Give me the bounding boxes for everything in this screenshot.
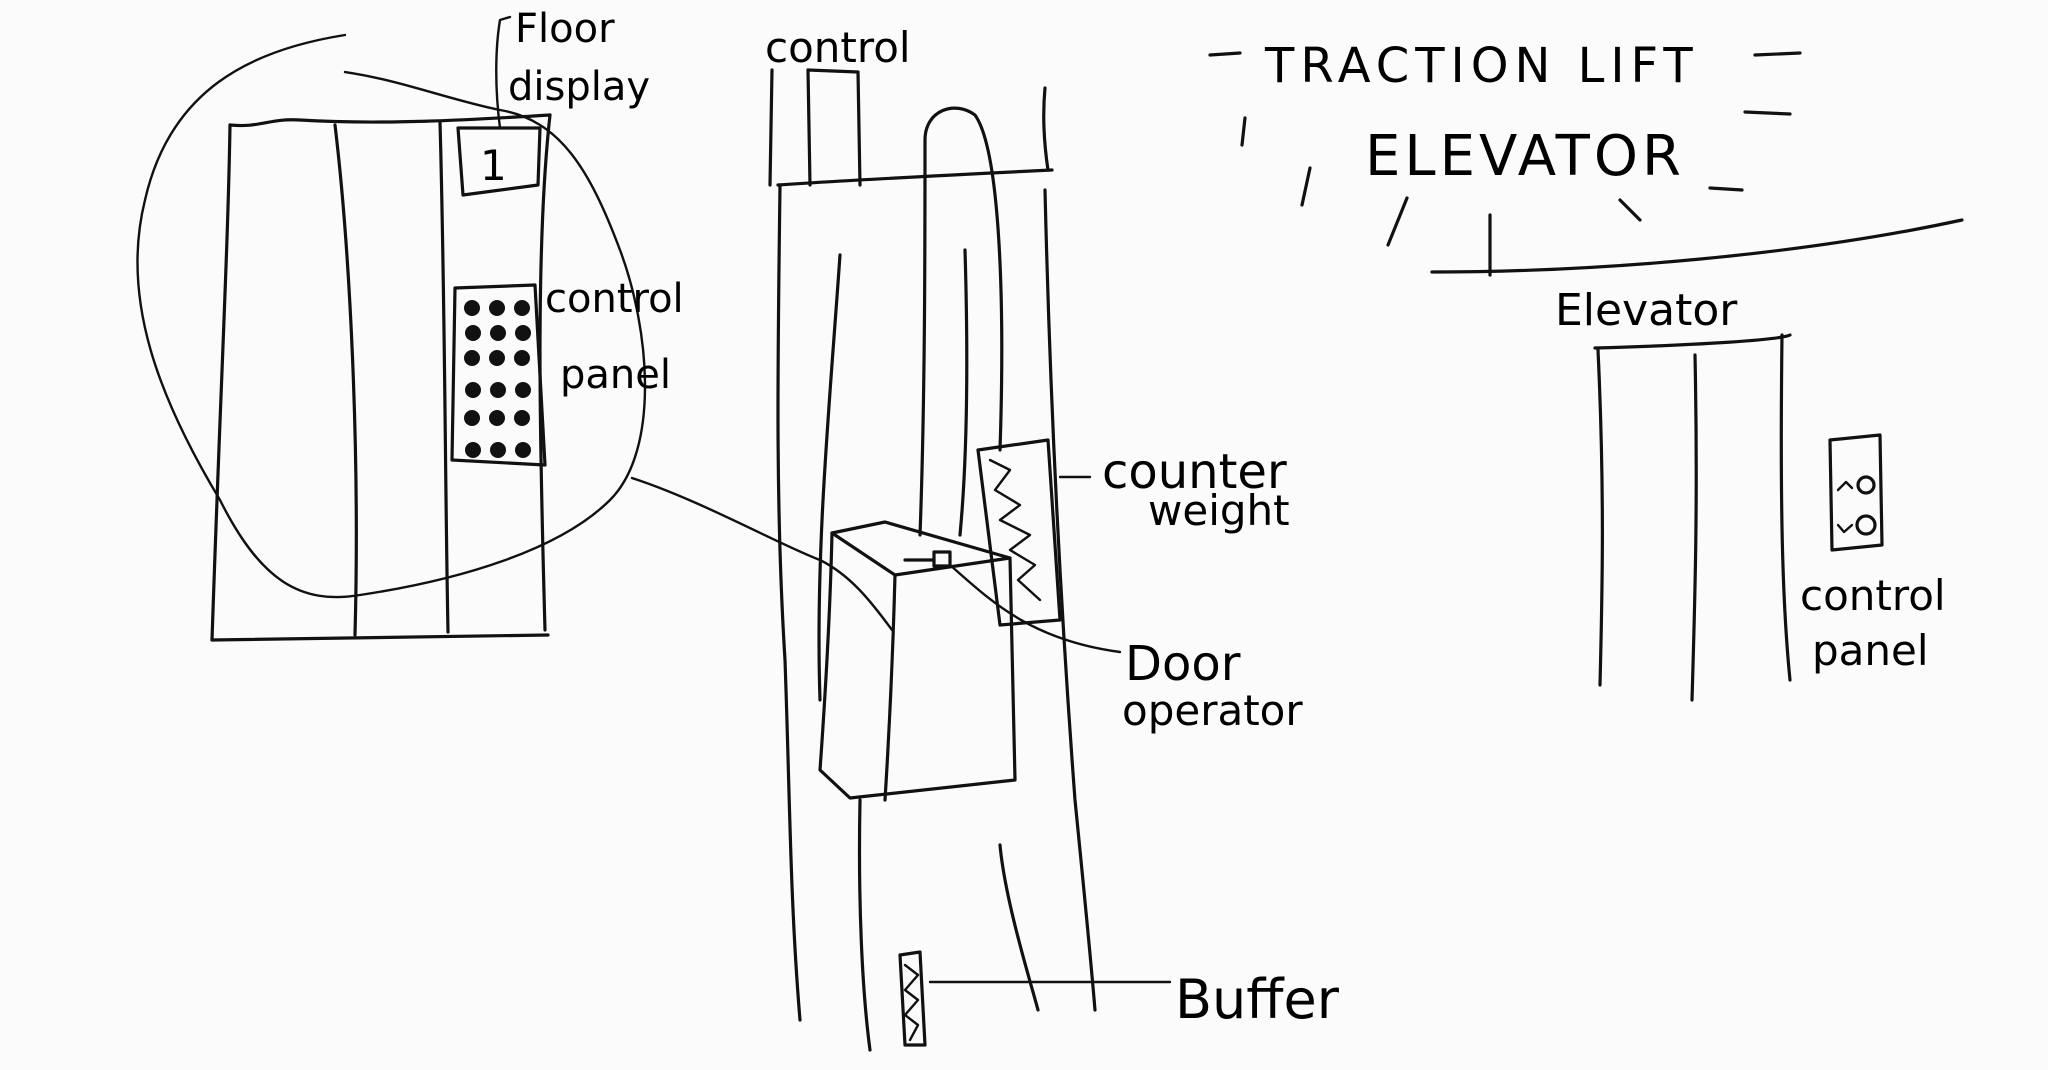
right-door-frame [1593,333,1792,702]
floor-display-value: 1 [480,141,507,190]
counterweight [976,438,1092,627]
hoist-ropes [918,106,1004,537]
shaft-view: control [765,23,1340,1052]
right-control-panel [1828,433,1884,552]
title-line-2: ELEVATOR [1365,124,1685,189]
title-line-1: TRACTION LIFT [1264,38,1699,94]
down-button [1836,514,1877,536]
control-panel-button-dot [514,410,530,426]
up-button [1836,475,1876,495]
control-panel-button-dot [490,442,506,458]
control-panel-button-dot [515,382,531,398]
control-panel-button-dot [490,325,506,341]
control-panel-button-dot [514,300,530,316]
shaft-control-label: control [765,23,911,72]
control-panel-buttons [464,300,531,458]
left-control-panel-label-line-1: control [545,276,684,322]
control-panel-button-dot [465,325,481,341]
control-panel-button-dot [464,410,480,426]
control-panel-button-dot [489,410,505,426]
left-control-panel-label-line-2: panel [560,352,671,398]
door-operator-label-line-1: Door [1125,636,1241,692]
control-panel-button-dot [515,325,531,341]
counterweight-label-line-1: counter [1102,444,1287,500]
control-panel-button-dot [489,350,505,366]
buffer [898,950,1172,1047]
control-panel-button-dot [514,350,530,366]
title-group: TRACTION LIFT ELEVATOR [1208,38,1802,247]
right-control-panel-label-line-1: control [1800,571,1946,620]
right-elevator-label: Elevator [1555,285,1738,336]
machine-room [768,68,1054,187]
floor-display: 1 [456,15,542,197]
left-door-frame [210,113,552,642]
zoom-connector [630,476,894,632]
shaft-walls [776,183,1097,1052]
control-panel-button-dot [465,442,481,458]
title-dashes [1208,51,1802,247]
elevator-cabin [818,520,1017,802]
control-panel-button-dot [515,442,531,458]
left-control-panel [450,283,547,467]
control-panel-button-dot [465,382,481,398]
floor-display-label-line-2: display [508,64,650,110]
left-elevator-view: 1 Floor display control panel [136,6,684,642]
door-operator [903,550,1122,654]
control-panel-button-dot [464,300,480,316]
control-panel-button-dot [490,382,506,398]
right-overhead-line [1430,218,1964,274]
right-control-panel-label-line-2: panel [1812,626,1929,675]
counterweight-label-line-2: weight [1148,486,1290,535]
door-operator-label-line-2: operator [1122,686,1303,735]
control-panel-button-dot [464,350,480,366]
right-elevator-view: Elevator control panel [1430,213,1964,702]
buffer-label: Buffer [1175,968,1340,1031]
floor-display-label-line-1: Floor [515,6,615,52]
control-panel-button-dot [489,300,505,316]
